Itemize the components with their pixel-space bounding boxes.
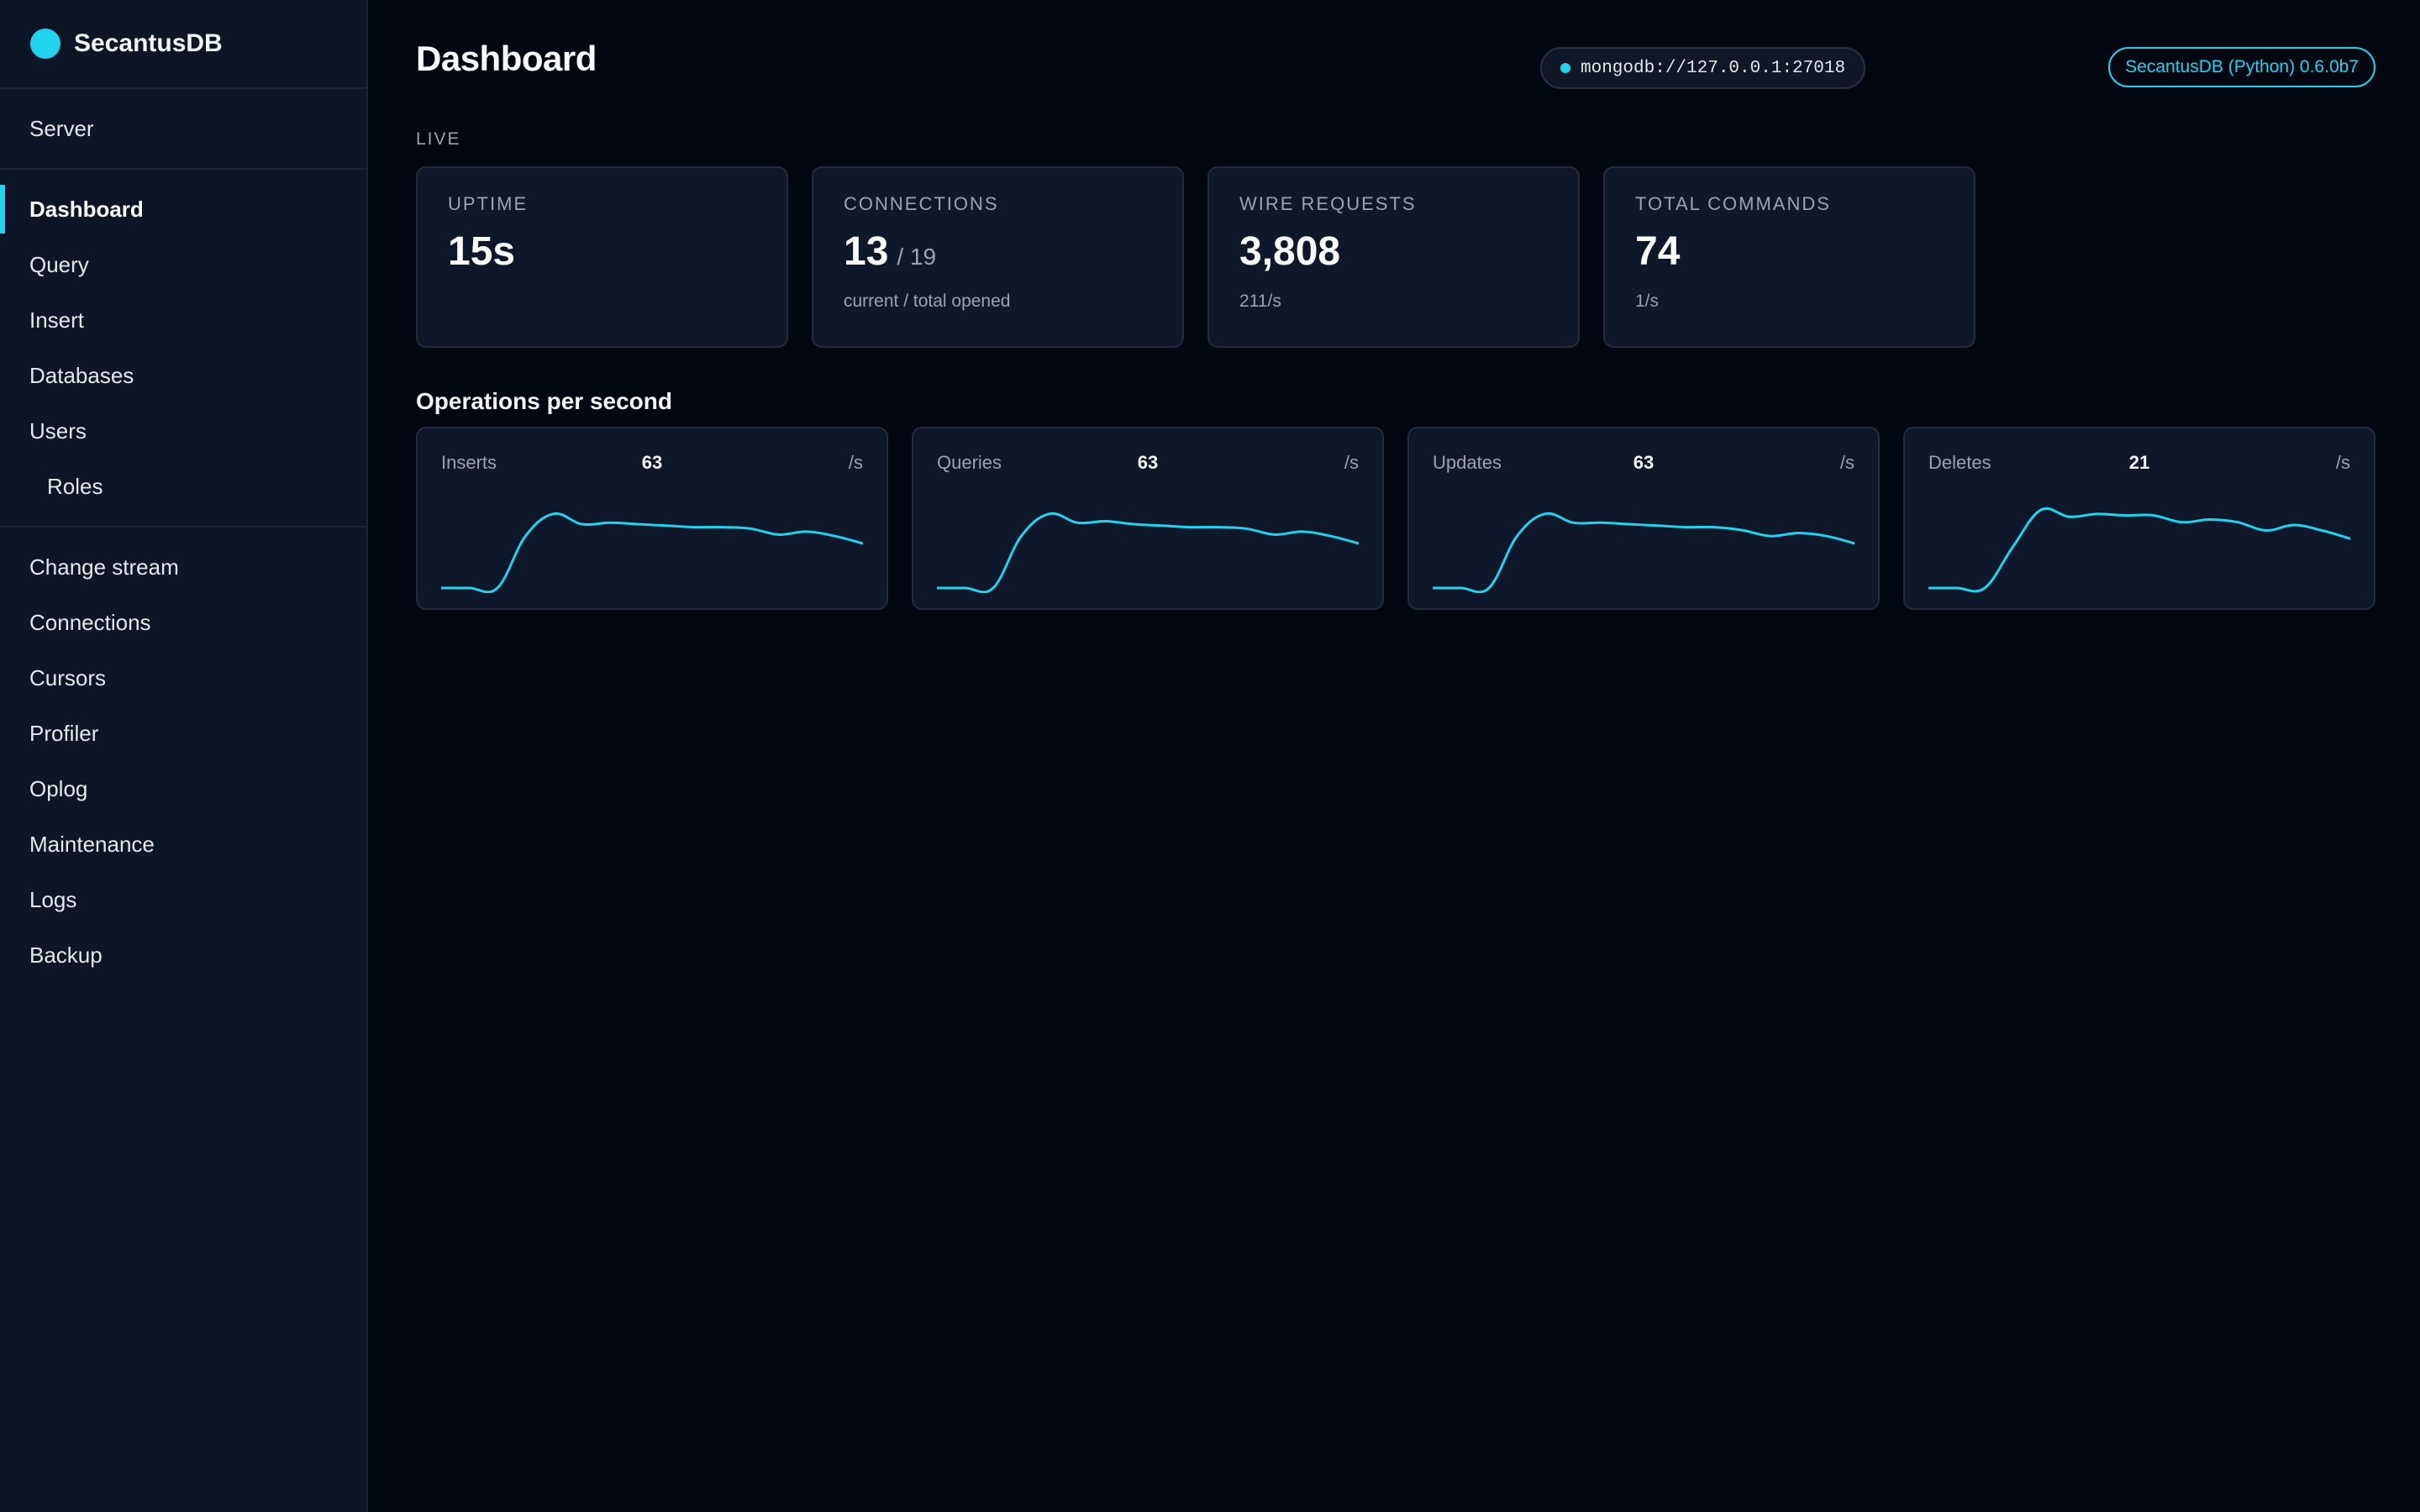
- sparkline-series-inserts: [441, 512, 863, 593]
- sidebar-item-roles[interactable]: Roles: [47, 473, 103, 499]
- sidebar-item-cursors[interactable]: Cursors: [29, 664, 107, 690]
- connection-status-icon: [1560, 63, 1570, 73]
- ops-unit: /s: [848, 452, 863, 473]
- sidebar-item-oplog[interactable]: Oplog: [29, 775, 88, 801]
- stat-card-uptime: Uptime 15s: [416, 166, 788, 348]
- sidebar-item-users[interactable]: Users: [29, 417, 87, 444]
- sparkline-svg: [937, 512, 1359, 593]
- ops-sparkline: [1433, 494, 1854, 593]
- sparkline-series-deletes: [1928, 507, 2350, 593]
- live-label: LIVE: [416, 129, 461, 149]
- ops-title: Operations per second: [416, 388, 672, 414]
- sidebar-item-databases[interactable]: Databases: [29, 362, 134, 388]
- stat-value: 15s: [448, 228, 756, 275]
- connection-badge[interactable]: mongodb://127.0.0.1:27018: [1540, 47, 1866, 89]
- nav-group: Dashboard Query Insert Databases Users Roles: [0, 170, 366, 528]
- connection-string: mongodb://127.0.0.1:27018: [1581, 58, 1846, 78]
- stat-card-wire-requests: Wire requests 3,808 211/s: [1207, 166, 1580, 348]
- sidebar-item-dashboard[interactable]: Dashboard: [0, 181, 366, 237]
- version-badge: SecantusDB (Python) 0.6.0b7: [2108, 47, 2375, 87]
- brand[interactable]: SecantusDB: [0, 0, 366, 89]
- sparkline-svg: [441, 512, 863, 593]
- stat-value: 74: [1635, 228, 1944, 275]
- brand-logo-icon: [30, 29, 60, 59]
- sidebar-item-backup[interactable]: Backup: [29, 942, 103, 968]
- ops-name: Deletes: [1928, 452, 1991, 473]
- brand-name: SecantusDB: [74, 29, 223, 57]
- ops-name: Inserts: [441, 452, 497, 473]
- stat-number: 74: [1635, 229, 1681, 274]
- stat-number: 13: [844, 229, 889, 274]
- ops-card-queries: Queries 63/s: [912, 427, 1384, 610]
- stat-label: Uptime: [448, 193, 529, 214]
- stat-card-connections: Connections 13 / 19 current / total opened: [812, 166, 1184, 348]
- sidebar: SecantusDB Server Dashboard Query Insert Dat…: [0, 0, 368, 1512]
- sparkline-svg: [1928, 507, 2350, 593]
- ops-sparkline: [441, 494, 863, 593]
- stat-note: 1/s: [1635, 291, 1660, 311]
- ops-card-header: Deletes 21/s: [1928, 450, 2350, 475]
- sidebar-item-insert[interactable]: Insert: [29, 307, 85, 333]
- ops-card-header: Queries 63/s: [937, 450, 1359, 475]
- stat-label: Connections: [844, 193, 999, 214]
- sidebar-item-maintenance[interactable]: Maintenance: [29, 831, 155, 857]
- ops-name: Updates: [1433, 452, 1502, 473]
- stat-card-total-commands: Total commands 74 1/s: [1603, 166, 1975, 348]
- ops-sparkline: [937, 494, 1359, 593]
- ops-card-header: Updates 63/s: [1433, 450, 1854, 475]
- sidebar-nav: Server Dashboard Query Insert Databases Users…: [0, 89, 366, 995]
- sidebar-item-connections[interactable]: Connections: [29, 609, 151, 635]
- ops-unit: /s: [1344, 452, 1359, 473]
- header: Dashboard mongodb://127.0.0.1:27018 Seca…: [416, 0, 2375, 118]
- ops-card-header: Inserts 63/s: [441, 450, 863, 475]
- page-title: Dashboard: [416, 39, 597, 78]
- stat-sub: / 19: [897, 244, 937, 270]
- ops-name: Queries: [937, 452, 1002, 473]
- stats-row: Uptime 15s Connections 13 / 19 current / tota…: [416, 166, 2375, 348]
- nav-group: Server: [0, 89, 366, 170]
- sidebar-item-server[interactable]: Server: [29, 115, 94, 141]
- ops-card-deletes: Deletes 21/s: [1903, 427, 2375, 610]
- stat-note: 211/s: [1239, 291, 1281, 311]
- stat-number: 15s: [448, 229, 516, 274]
- stat-label: Total commands: [1635, 193, 1831, 214]
- ops-card-inserts: Inserts 63/s: [416, 427, 888, 610]
- ops-unit: /s: [1839, 452, 1854, 473]
- sidebar-item-change-stream[interactable]: Change stream: [29, 554, 179, 580]
- sidebar-item-profiler[interactable]: Profiler: [29, 720, 99, 746]
- sidebar-item-query[interactable]: Query: [29, 251, 89, 277]
- main-content: Dashboard mongodb://127.0.0.1:27018 Seca…: [368, 0, 2420, 1512]
- nav-group: Change stream Connections Cursors Profiler O…: [0, 528, 366, 995]
- stat-value: 13 / 19: [844, 228, 1152, 275]
- ops-sparkline: [1928, 494, 2350, 593]
- stat-number: 3,808: [1239, 229, 1341, 274]
- sparkline-series-queries: [937, 512, 1359, 593]
- stat-value: 3,808: [1239, 228, 1548, 275]
- ops-card-updates: Updates 63/s: [1407, 427, 1880, 610]
- stat-label: Wire requests: [1239, 193, 1417, 214]
- sidebar-item-logs[interactable]: Logs: [29, 886, 77, 912]
- stat-note: current / total opened: [844, 291, 1011, 311]
- ops-unit: /s: [2335, 452, 2350, 473]
- ops-row: Inserts 63/s Queries 63/s Updates 63/s Deletes…: [416, 427, 2375, 610]
- sparkline-svg: [1433, 512, 1854, 593]
- sparkline-series-updates: [1433, 512, 1854, 593]
